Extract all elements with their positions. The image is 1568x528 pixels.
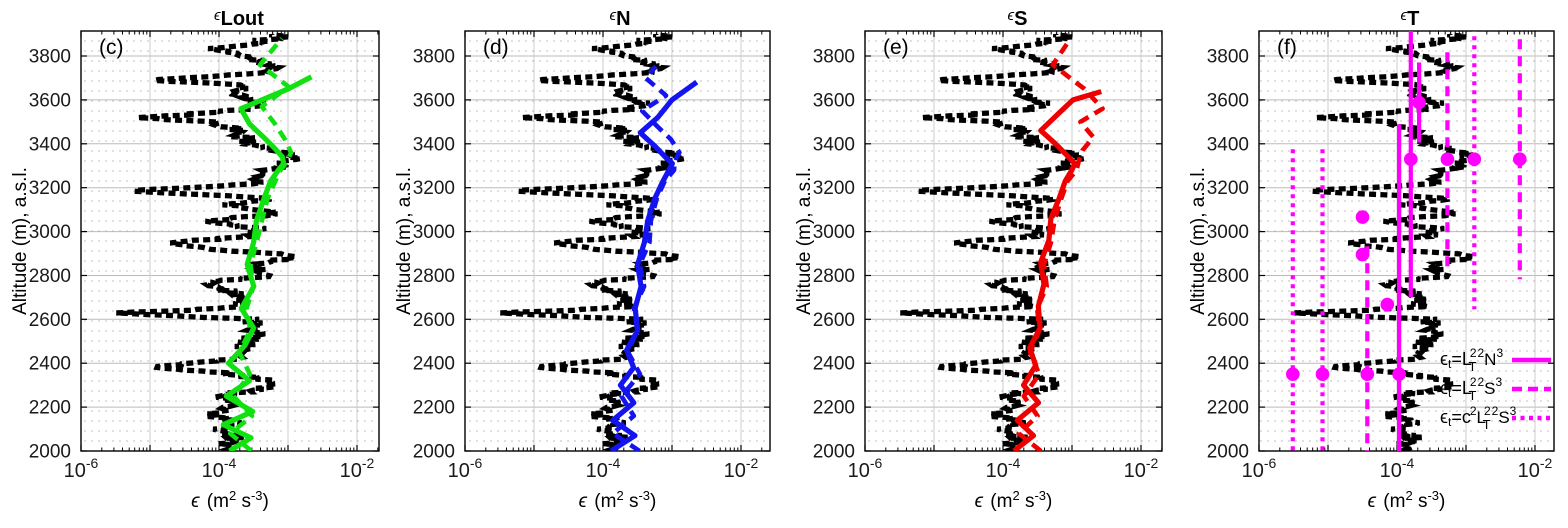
svg-text:3400: 3400 [813,134,855,155]
svg-text:(c): (c) [99,36,124,59]
svg-text:3000: 3000 [29,222,71,243]
svg-text:2200: 2200 [813,398,855,419]
svg-text:(d): (d) [483,36,509,59]
svg-text:3600: 3600 [813,90,855,111]
svg-text:2400: 2400 [413,354,455,375]
svg-text:2800: 2800 [813,266,855,287]
svg-text:3000: 3000 [413,222,455,243]
svg-text:2600: 2600 [29,310,71,331]
svg-text:3800: 3800 [1207,47,1249,68]
svg-text:3200: 3200 [29,178,71,199]
svg-text:3600: 3600 [1207,90,1249,111]
svg-text:3800: 3800 [29,47,71,68]
svg-text:Altitude (m), a.s.l.: Altitude (m), a.s.l. [10,167,31,315]
svg-text:3200: 3200 [413,178,455,199]
svg-text:2600: 2600 [413,310,455,331]
svg-text:3200: 3200 [813,178,855,199]
svg-text:2200: 2200 [413,398,455,419]
svg-text:3800: 3800 [813,47,855,68]
svg-text:2400: 2400 [813,354,855,375]
svg-text:3000: 3000 [813,222,855,243]
svg-text:3600: 3600 [413,90,455,111]
svg-text:2400: 2400 [29,354,71,375]
svg-text:ϵLout: ϵLout [214,7,264,30]
svg-text:3000: 3000 [1207,222,1249,243]
svg-text:3800: 3800 [413,47,455,68]
svg-text:(e): (e) [883,36,909,59]
svg-text:3200: 3200 [1207,178,1249,199]
svg-text:2800: 2800 [1207,266,1249,287]
svg-text:2800: 2800 [29,266,71,287]
svg-text:2600: 2600 [1207,310,1249,331]
svg-text:2400: 2400 [1207,354,1249,375]
svg-text:2200: 2200 [1207,398,1249,419]
svg-text:Altitude (m), a.s.l.: Altitude (m), a.s.l. [394,167,415,315]
svg-text:3600: 3600 [29,90,71,111]
svg-text:3400: 3400 [413,134,455,155]
svg-text:Altitude (m), a.s.l.: Altitude (m), a.s.l. [1188,167,1209,315]
svg-text:2800: 2800 [413,266,455,287]
svg-text:2200: 2200 [29,398,71,419]
svg-text:2600: 2600 [813,310,855,331]
svg-text:(f): (f) [1277,36,1297,59]
svg-text:3400: 3400 [1207,134,1249,155]
svg-text:3400: 3400 [29,134,71,155]
svg-text:Altitude (m), a.s.l.: Altitude (m), a.s.l. [794,167,815,315]
